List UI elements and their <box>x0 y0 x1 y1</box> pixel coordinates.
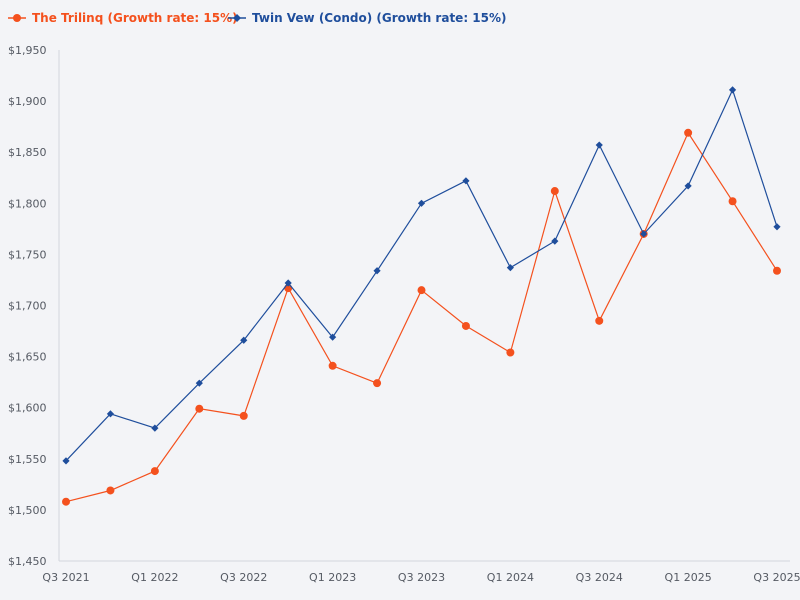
data-point[interactable] <box>329 333 337 341</box>
data-point[interactable] <box>195 404 204 413</box>
data-point[interactable] <box>640 230 648 238</box>
x-tick-label: Q3 2023 <box>398 571 445 584</box>
x-tick-label: Q1 2022 <box>131 571 178 584</box>
data-point[interactable] <box>373 267 381 275</box>
data-point[interactable] <box>328 361 337 370</box>
legend: The Trilinq (Growth rate: 15%) Twin Vew … <box>8 11 507 25</box>
x-tick-label: Q1 2025 <box>665 571 712 584</box>
series-twin-vew <box>62 86 781 465</box>
legend-label-trilinq: The Trilinq (Growth rate: 15%) <box>32 11 238 25</box>
data-point[interactable] <box>551 237 559 245</box>
legend-item-twin-vew[interactable]: Twin Vew (Condo) (Growth rate: 15%) <box>228 11 507 25</box>
data-point[interactable] <box>106 410 115 418</box>
series-layer <box>62 86 781 506</box>
legend-swatch-marker-trilinq <box>13 14 21 22</box>
x-tick-label: Q3 2025 <box>753 571 800 584</box>
data-point[interactable] <box>684 182 692 190</box>
x-tick-label: Q3 2021 <box>42 571 89 584</box>
data-point[interactable] <box>150 467 159 476</box>
legend-item-trilinq[interactable]: The Trilinq (Growth rate: 15%) <box>8 11 238 25</box>
data-point[interactable] <box>728 86 737 94</box>
y-tick-label: $1,750 <box>8 248 47 261</box>
legend-label-twin-vew: Twin Vew (Condo) (Growth rate: 15%) <box>252 11 507 25</box>
data-point[interactable] <box>62 457 70 465</box>
data-point[interactable] <box>195 379 203 387</box>
data-point[interactable] <box>417 286 426 295</box>
axes: $1,450 $1,500 $1,550 $1,600 $1,650 $1,700 $1,7… <box>8 44 800 584</box>
y-tick-label: $1,650 <box>8 351 47 364</box>
x-tick-label: Q3 2022 <box>220 571 267 584</box>
data-point[interactable] <box>373 379 382 388</box>
data-point[interactable] <box>773 223 781 231</box>
y-tick-label: $1,900 <box>8 95 47 108</box>
data-point[interactable] <box>151 424 159 432</box>
y-tick-label: $1,550 <box>8 453 47 466</box>
y-tick-label: $1,850 <box>8 146 47 159</box>
data-point[interactable] <box>773 266 781 275</box>
y-tick-label: $1,800 <box>8 197 47 210</box>
y-tick-label: $1,450 <box>8 555 47 568</box>
data-point[interactable] <box>506 264 514 272</box>
x-tick-label: Q1 2024 <box>487 571 534 584</box>
data-point[interactable] <box>595 141 603 149</box>
series-line <box>65 131 778 503</box>
data-point[interactable] <box>461 321 470 330</box>
data-point[interactable] <box>595 316 604 325</box>
data-point[interactable] <box>728 197 737 206</box>
data-point[interactable] <box>239 411 248 420</box>
data-point[interactable] <box>240 336 248 344</box>
data-point[interactable] <box>62 497 70 506</box>
y-tick-label: $1,600 <box>8 402 47 415</box>
x-tick-label: Q1 2023 <box>309 571 356 584</box>
data-point[interactable] <box>106 486 115 495</box>
data-point[interactable] <box>417 199 426 207</box>
series-line <box>65 88 778 462</box>
data-point[interactable] <box>506 348 515 357</box>
data-point[interactable] <box>550 187 559 196</box>
y-tick-label: $1,950 <box>8 44 47 57</box>
series-trilinq <box>62 128 781 506</box>
legend-swatch-marker-twin-vew <box>233 14 241 22</box>
data-point[interactable] <box>284 279 292 287</box>
data-point[interactable] <box>462 177 470 185</box>
x-tick-label: Q3 2024 <box>576 571 623 584</box>
y-tick-label: $1,500 <box>8 504 47 517</box>
data-point[interactable] <box>684 128 693 137</box>
y-tick-label: $1,700 <box>8 300 47 313</box>
